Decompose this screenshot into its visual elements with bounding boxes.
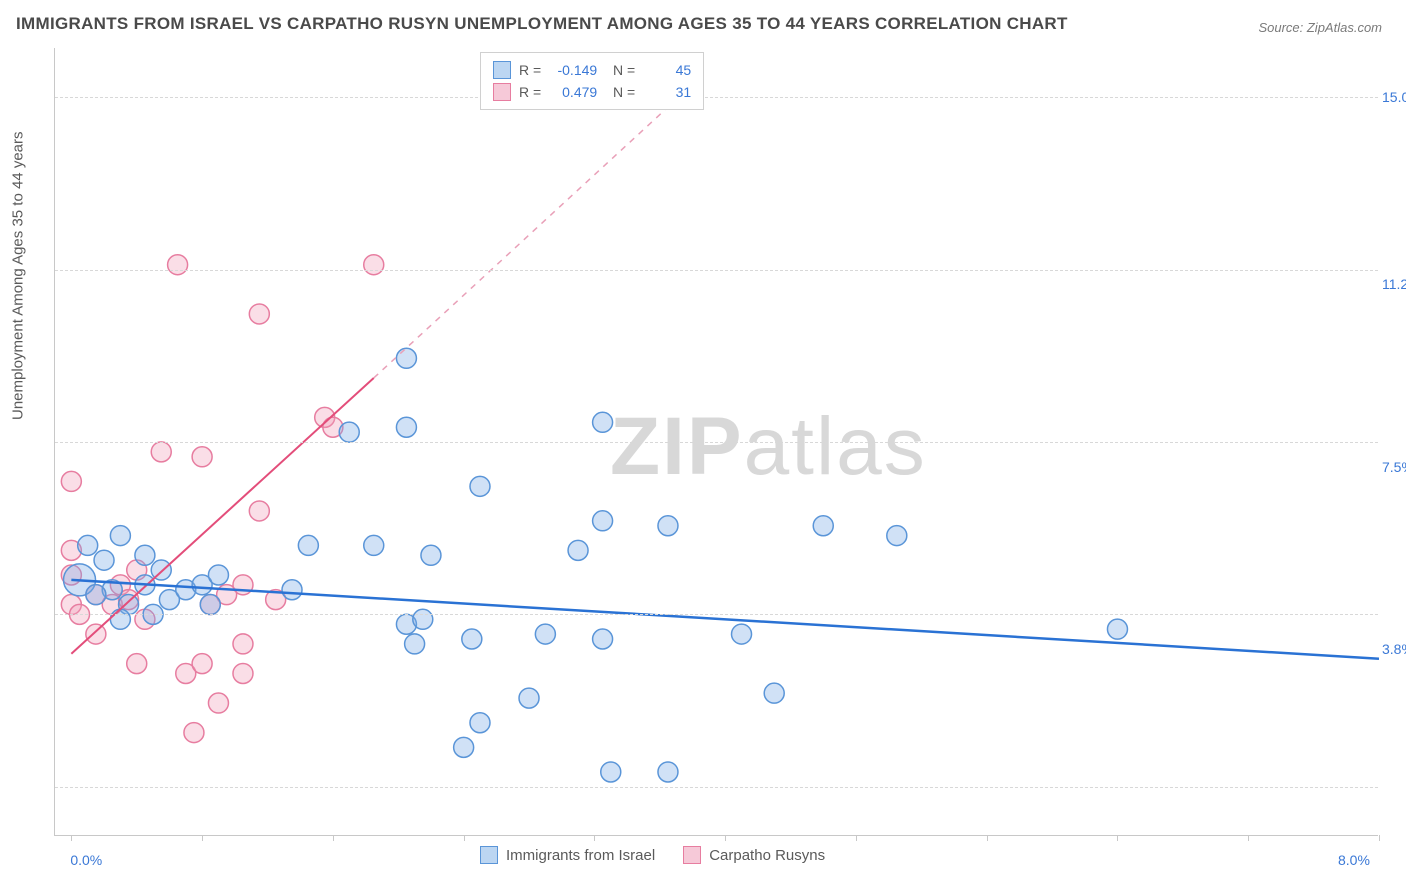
data-point bbox=[1107, 619, 1127, 639]
data-point bbox=[535, 624, 555, 644]
data-point bbox=[593, 412, 613, 432]
data-point bbox=[413, 609, 433, 629]
trend-line bbox=[71, 378, 373, 654]
data-point bbox=[249, 501, 269, 521]
x-tick bbox=[1117, 835, 1118, 841]
data-point bbox=[593, 629, 613, 649]
data-point bbox=[887, 526, 907, 546]
data-point bbox=[151, 442, 171, 462]
data-point bbox=[339, 422, 359, 442]
x-tick-label: 8.0% bbox=[1338, 852, 1370, 868]
legend-swatch-1-icon bbox=[480, 846, 498, 864]
trend-line bbox=[374, 107, 668, 378]
n-value-1: 45 bbox=[643, 62, 691, 78]
data-point bbox=[421, 545, 441, 565]
data-point bbox=[127, 654, 147, 674]
y-axis-label: Unemployment Among Ages 35 to 44 years bbox=[10, 131, 27, 420]
data-point bbox=[282, 580, 302, 600]
x-tick bbox=[202, 835, 203, 841]
x-tick bbox=[71, 835, 72, 841]
data-point bbox=[184, 723, 204, 743]
x-tick bbox=[1248, 835, 1249, 841]
stats-legend: R = -0.149 N = 45 R = 0.479 N = 31 bbox=[480, 52, 704, 110]
data-point bbox=[298, 535, 318, 555]
data-point bbox=[470, 476, 490, 496]
stats-row-series1: R = -0.149 N = 45 bbox=[493, 59, 691, 81]
data-point bbox=[61, 471, 81, 491]
data-point bbox=[94, 550, 114, 570]
data-point bbox=[658, 762, 678, 782]
n-label-2: N = bbox=[605, 84, 635, 100]
data-point bbox=[208, 565, 228, 585]
data-point bbox=[78, 535, 98, 555]
source-attribution: Source: ZipAtlas.com bbox=[1258, 20, 1382, 35]
data-point bbox=[192, 654, 212, 674]
data-point bbox=[454, 737, 474, 757]
x-tick-label: 0.0% bbox=[70, 852, 102, 868]
data-point bbox=[192, 447, 212, 467]
r-label-1: R = bbox=[519, 62, 541, 78]
data-point bbox=[396, 348, 416, 368]
trend-line bbox=[71, 580, 1379, 659]
data-point bbox=[813, 516, 833, 536]
data-point bbox=[200, 595, 220, 615]
r-value-2: 0.479 bbox=[549, 84, 597, 100]
y-tick-label: 3.8% bbox=[1382, 641, 1406, 657]
data-point bbox=[364, 255, 384, 275]
n-value-2: 31 bbox=[643, 84, 691, 100]
chart-plot-area: 3.8%7.5%11.2%15.0% bbox=[54, 48, 1378, 836]
data-point bbox=[110, 609, 130, 629]
data-point bbox=[86, 624, 106, 644]
data-point bbox=[135, 545, 155, 565]
x-tick bbox=[1379, 835, 1380, 841]
data-point bbox=[396, 417, 416, 437]
n-label-1: N = bbox=[605, 62, 635, 78]
legend-label-2: Carpatho Rusyns bbox=[709, 847, 825, 864]
data-point bbox=[764, 683, 784, 703]
x-tick bbox=[856, 835, 857, 841]
data-point bbox=[168, 255, 188, 275]
series-legend: Immigrants from Israel Carpatho Rusyns bbox=[480, 846, 825, 864]
data-point bbox=[233, 634, 253, 654]
data-point bbox=[601, 762, 621, 782]
y-tick-label: 15.0% bbox=[1382, 89, 1406, 105]
legend-label-1: Immigrants from Israel bbox=[506, 847, 655, 864]
r-value-1: -0.149 bbox=[549, 62, 597, 78]
stats-row-series2: R = 0.479 N = 31 bbox=[493, 81, 691, 103]
x-tick bbox=[594, 835, 595, 841]
y-tick-label: 11.2% bbox=[1382, 276, 1406, 292]
data-point bbox=[658, 516, 678, 536]
legend-item-series2: Carpatho Rusyns bbox=[683, 846, 825, 864]
r-label-2: R = bbox=[519, 84, 541, 100]
y-tick-label: 7.5% bbox=[1382, 459, 1406, 475]
data-point bbox=[110, 526, 130, 546]
data-point bbox=[470, 713, 490, 733]
data-point bbox=[732, 624, 752, 644]
data-point bbox=[462, 629, 482, 649]
data-point bbox=[519, 688, 539, 708]
data-point bbox=[593, 511, 613, 531]
data-point bbox=[364, 535, 384, 555]
data-point bbox=[405, 634, 425, 654]
x-tick bbox=[725, 835, 726, 841]
data-point bbox=[568, 540, 588, 560]
gridline-h bbox=[55, 787, 1378, 788]
data-point bbox=[208, 693, 228, 713]
swatch-series1-icon bbox=[493, 61, 511, 79]
swatch-series2-icon bbox=[493, 83, 511, 101]
data-point bbox=[86, 585, 106, 605]
gridline-h bbox=[55, 442, 1378, 443]
x-tick bbox=[464, 835, 465, 841]
x-tick bbox=[333, 835, 334, 841]
x-tick bbox=[987, 835, 988, 841]
chart-title: IMMIGRANTS FROM ISRAEL VS CARPATHO RUSYN… bbox=[16, 14, 1068, 34]
legend-swatch-2-icon bbox=[683, 846, 701, 864]
gridline-h bbox=[55, 614, 1378, 615]
data-point bbox=[233, 663, 253, 683]
gridline-h bbox=[55, 270, 1378, 271]
data-point bbox=[249, 304, 269, 324]
gridline-h bbox=[55, 97, 1378, 98]
legend-item-series1: Immigrants from Israel bbox=[480, 846, 655, 864]
